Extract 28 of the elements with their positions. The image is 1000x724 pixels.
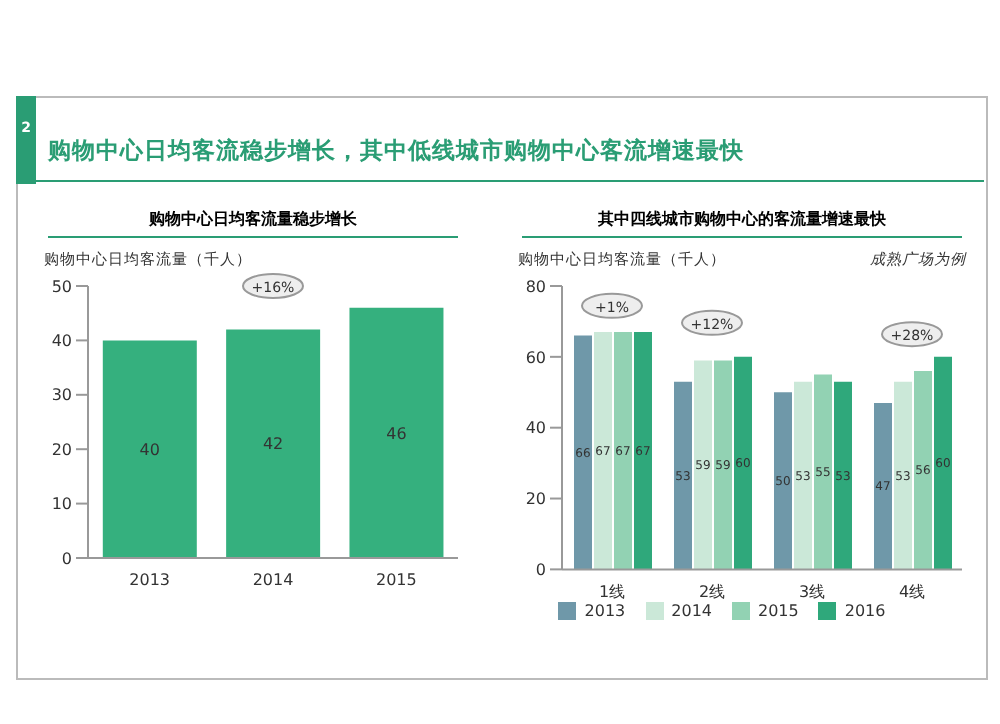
chart-subtitle: 其中四线城市购物中心的客流量增速最快 — [522, 208, 962, 238]
x-tick-label: 2014 — [252, 571, 294, 590]
y-tick-label: 0 — [535, 561, 546, 580]
legend-label: 2013 — [584, 601, 626, 620]
y-tick-label: 40 — [51, 332, 72, 351]
chart-title: 购物中心日均客流稳步增长，其中低线城市购物中心客流增速最快 — [48, 136, 744, 166]
x-tick-label: 2线 — [698, 582, 726, 601]
legend-label: 2014 — [671, 601, 712, 620]
y-tick-label: 10 — [51, 495, 72, 514]
x-tick-label: 4线 — [898, 582, 926, 601]
data-label: 46 — [386, 424, 407, 443]
y-tick-label: 20 — [51, 440, 72, 459]
data-label: 42 — [262, 435, 284, 454]
x-tick-label: 3线 — [798, 582, 826, 601]
y-tick-label: 80 — [525, 277, 546, 296]
legend-label: 2016 — [844, 601, 886, 620]
legend-label: 2015 — [758, 601, 799, 620]
x-tick-label: 2013 — [129, 571, 171, 590]
y-tick-label: 40 — [525, 419, 546, 438]
data-label: 40 — [139, 440, 160, 459]
y-tick-label: 50 — [51, 277, 72, 296]
chart-subtitle: 购物中心日均客流量稳步增长 — [48, 208, 458, 238]
y-tick-label: 60 — [525, 348, 546, 367]
y-tick-label: 20 — [525, 490, 546, 509]
x-tick-label: 2015 — [375, 571, 417, 590]
y-tick-label: 0 — [61, 549, 72, 568]
y-tick-label: 30 — [51, 386, 72, 405]
x-tick-label: 1线 — [598, 582, 626, 601]
